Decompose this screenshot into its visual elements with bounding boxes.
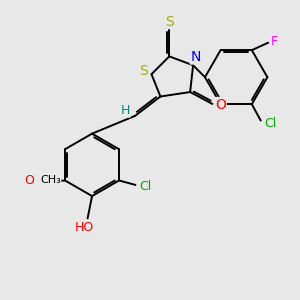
Text: S: S [139, 64, 148, 78]
Text: HO: HO [75, 221, 94, 234]
Text: S: S [166, 15, 174, 28]
Text: Cl: Cl [264, 117, 276, 130]
Text: Cl: Cl [139, 180, 151, 193]
Text: CH₃: CH₃ [40, 176, 61, 185]
Text: N: N [190, 50, 201, 64]
Text: O: O [215, 98, 226, 112]
Text: H: H [121, 104, 130, 117]
Text: O: O [24, 174, 34, 187]
Text: F: F [271, 35, 278, 48]
